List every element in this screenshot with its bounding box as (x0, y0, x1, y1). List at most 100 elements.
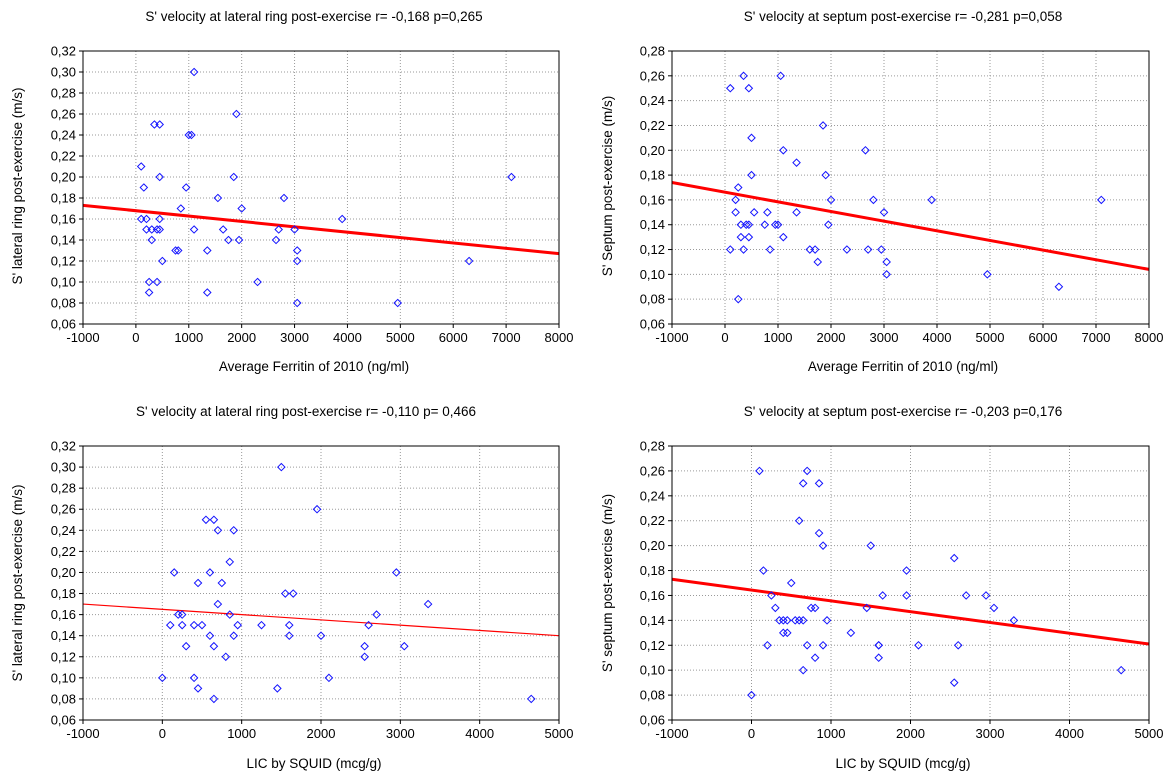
data-point (213, 526, 223, 535)
y-tick-label: 0,14 (51, 233, 76, 248)
data-point (810, 653, 820, 663)
x-tick-label: 6000 (439, 330, 468, 345)
data-point (173, 610, 183, 619)
chart-panel-ferritin-lateral: S' velocity at lateral ring post-exercis… (10, 9, 573, 374)
data-point (158, 256, 167, 266)
data-point (902, 591, 911, 600)
data-point (882, 270, 891, 279)
data-point (234, 235, 244, 245)
data-point (739, 71, 748, 81)
data-point (736, 232, 746, 242)
x-tick-label: 2000 (227, 330, 256, 345)
x-tick-label: 0 (721, 330, 728, 345)
data-point (778, 232, 788, 242)
data-point (776, 71, 785, 81)
data-point (155, 172, 164, 182)
y-tick-label: 0,22 (640, 118, 665, 133)
y-tick-label: 0,10 (640, 267, 665, 282)
data-point (201, 515, 211, 525)
data-point (983, 270, 992, 279)
x-axis-label: LIC by SQUID (mcg/g) (246, 756, 381, 771)
data-point (229, 631, 239, 640)
data-point (794, 516, 804, 526)
data-point (733, 294, 743, 304)
data-point (144, 277, 154, 287)
data-point (136, 162, 146, 171)
y-tick-label: 0,06 (51, 713, 76, 728)
regression-line (82, 603, 560, 637)
data-point (229, 172, 239, 182)
fit-line (671, 577, 1150, 646)
y-tick-label: 0,14 (640, 217, 665, 232)
y-axis-label: S' lateral ring post-exercise (m/s) (10, 485, 25, 682)
fit-line (82, 203, 560, 256)
data-point (782, 616, 792, 625)
y-tick-label: 0,26 (640, 68, 665, 83)
data-point (879, 208, 889, 217)
y-tick-label: 0,08 (640, 688, 665, 703)
data-point (744, 232, 754, 242)
x-tick-label: 8000 (545, 330, 574, 345)
x-tick-label: 2000 (307, 726, 336, 741)
data-point (802, 640, 812, 650)
data-point (218, 225, 228, 234)
data-point (152, 225, 162, 234)
x-tick-label: 3000 (386, 726, 415, 741)
data-point (771, 603, 780, 613)
data-point (949, 678, 959, 687)
data-point (155, 214, 164, 224)
data-point (863, 245, 873, 254)
y-tick-label: 0,14 (51, 628, 76, 643)
data-point (775, 616, 784, 625)
data-point (202, 288, 212, 297)
data-point (869, 195, 878, 205)
x-tick-label: 5000 (976, 330, 1005, 345)
data-point (725, 83, 735, 93)
y-tick-label: 0,12 (640, 638, 665, 653)
data-point (778, 616, 788, 625)
data-point (273, 684, 282, 693)
data-point (767, 591, 776, 600)
y-tick-label: 0,30 (51, 460, 76, 475)
data-point (237, 204, 246, 213)
y-tick-label: 0,32 (51, 439, 76, 454)
x-tick-label: 7000 (492, 330, 521, 345)
y-tick-label: 0,16 (51, 607, 76, 622)
grid-lines (83, 446, 559, 720)
y-tick-label: 0,24 (640, 93, 665, 108)
data-point (1054, 282, 1064, 292)
y-tick-label: 0,20 (640, 538, 665, 553)
data-point (981, 591, 991, 600)
y-tick-label: 0,08 (51, 691, 76, 706)
data-point (360, 652, 369, 662)
data-point (813, 257, 823, 267)
data-point (773, 220, 783, 230)
x-tick-label: 0 (748, 726, 755, 741)
chart-title: S' velocity at lateral ring post-exercis… (145, 9, 482, 24)
data-point (181, 641, 191, 651)
data-point (818, 640, 828, 650)
data-point (284, 631, 294, 640)
y-tick-label: 0,22 (640, 513, 665, 528)
data-point (292, 256, 302, 266)
y-tick-label: 0,26 (640, 463, 665, 478)
data-point (731, 208, 740, 217)
data-point (221, 652, 231, 662)
x-tick-label: 5000 (545, 726, 574, 741)
data-point (818, 541, 828, 550)
data-point (747, 133, 756, 143)
x-tick-label: 2000 (896, 726, 925, 741)
x-tick-label: 5000 (386, 330, 415, 345)
data-points (136, 67, 516, 308)
plot-frame (671, 50, 1150, 325)
data-point (171, 246, 180, 255)
data-point (507, 172, 516, 182)
y-tick-label: 0,28 (640, 439, 665, 454)
y-tick-label: 0,20 (51, 170, 76, 185)
y-tick-label: 0,32 (51, 44, 76, 59)
plot-frame (671, 445, 1150, 721)
data-point (927, 195, 937, 205)
data-point (292, 298, 302, 308)
data-point (292, 246, 302, 255)
x-tick-label: 1000 (764, 330, 793, 345)
